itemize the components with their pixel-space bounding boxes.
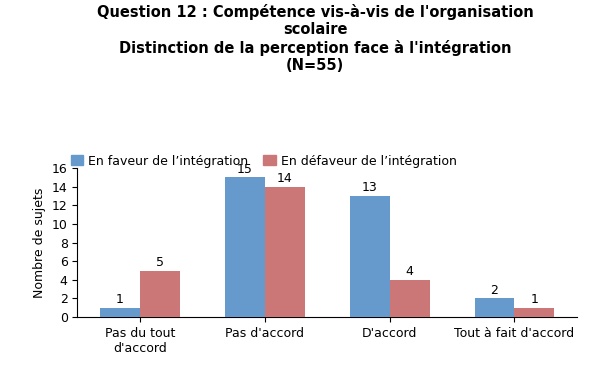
Text: 4: 4	[406, 265, 414, 278]
Bar	[225, 177, 265, 317]
Bar	[100, 308, 140, 317]
Y-axis label: Nombre de sujets: Nombre de sujets	[33, 188, 46, 298]
Text: 13: 13	[362, 181, 378, 194]
Text: 5: 5	[156, 256, 164, 269]
Legend: En faveur de l’intégration, En défaveur de l’intégration: En faveur de l’intégration, En défaveur …	[66, 149, 462, 173]
Bar	[265, 187, 305, 317]
Bar	[475, 298, 515, 317]
Text: 14: 14	[277, 172, 293, 185]
Text: 2: 2	[491, 283, 499, 296]
Text: 1: 1	[116, 293, 124, 306]
Text: Question 12 : Compétence vis-à-vis de l'organisation
scolaire
Distinction de la : Question 12 : Compétence vis-à-vis de l'…	[97, 4, 534, 73]
Text: 1: 1	[531, 293, 538, 306]
Bar	[140, 270, 180, 317]
Bar	[515, 308, 555, 317]
Bar	[390, 280, 430, 317]
Text: 15: 15	[237, 162, 253, 175]
Bar	[350, 196, 390, 317]
